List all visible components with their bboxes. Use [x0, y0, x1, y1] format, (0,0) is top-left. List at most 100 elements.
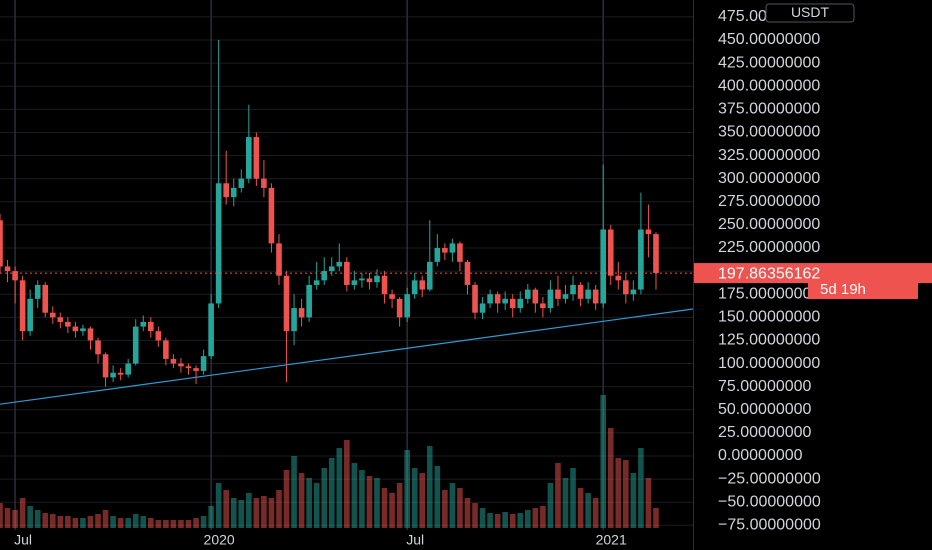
candle-body	[215, 183, 222, 304]
candle-body	[600, 229, 606, 304]
candle-body	[223, 183, 229, 198]
volume-bar	[525, 510, 531, 528]
volume-bar	[577, 488, 584, 528]
volume-bar	[547, 483, 554, 528]
candle-body	[291, 308, 297, 332]
volume-bar	[65, 516, 71, 528]
candle-body	[27, 298, 33, 332]
volume-bar	[223, 490, 229, 528]
volume-bar	[479, 508, 486, 528]
volume-bar	[502, 512, 508, 528]
volume-bar	[374, 478, 380, 528]
volume-bar	[607, 428, 614, 528]
candle-body	[351, 280, 358, 285]
y-tick-label: 350.00000000	[718, 124, 820, 141]
candle-body	[34, 284, 41, 299]
volume-bar	[638, 448, 644, 528]
volume-bar	[359, 470, 365, 528]
volume-bar	[246, 493, 252, 528]
volume-bar	[291, 456, 297, 528]
candle-body	[525, 289, 531, 299]
volume-layer	[0, 395, 659, 528]
volume-bar	[0, 503, 3, 528]
candle-body	[623, 280, 629, 295]
candle-body	[638, 229, 644, 290]
volume-bar	[87, 516, 94, 528]
volume-bar	[72, 518, 79, 528]
volume-bar	[268, 498, 275, 528]
volume-bar	[487, 513, 493, 528]
candle-body	[449, 243, 456, 253]
candle-body	[12, 271, 18, 281]
volume-bar	[404, 450, 410, 528]
candle-body	[509, 298, 516, 309]
candle-body	[230, 187, 237, 198]
volume-bar	[185, 520, 192, 528]
countdown-label: 5d 19h	[820, 281, 866, 298]
candle-body	[246, 137, 252, 179]
candle-body	[457, 243, 463, 262]
candle-body	[238, 178, 245, 188]
volume-bar	[570, 468, 576, 528]
candle-body	[592, 289, 599, 304]
volume-bar	[132, 514, 139, 528]
volume-bar	[163, 520, 169, 528]
candle-body	[645, 229, 652, 235]
candle-body	[65, 321, 71, 327]
candle-body	[170, 358, 177, 364]
volume-bar	[125, 518, 131, 528]
volume-bar	[230, 498, 237, 528]
volume-bar	[306, 478, 312, 528]
candle-body	[359, 278, 365, 281]
candle-body	[261, 178, 267, 188]
candle-body	[540, 303, 546, 309]
volume-bar	[27, 506, 33, 528]
volume-bar	[396, 483, 403, 528]
candle-body	[125, 363, 131, 375]
candle-body	[374, 275, 380, 283]
volume-bar	[389, 493, 395, 528]
y-tick-label: 50.00000000	[718, 401, 812, 418]
candle-body	[411, 280, 418, 295]
volume-bar	[276, 490, 282, 528]
volume-bar	[321, 468, 328, 528]
candle-body	[80, 328, 86, 332]
volume-bar	[80, 518, 86, 528]
y-tick-label: 225.00000000	[718, 239, 820, 256]
y-tick-label: 25.00000000	[718, 424, 812, 441]
candle-body	[615, 275, 622, 281]
volume-bar	[208, 506, 214, 528]
candle-body	[208, 303, 214, 357]
volume-bar	[381, 488, 388, 528]
x-tick-label: Jul	[406, 532, 424, 548]
candle-body	[19, 280, 26, 332]
volume-bar	[328, 458, 335, 528]
candle-body	[487, 294, 493, 304]
volume-bar	[472, 503, 478, 528]
candle-body	[630, 289, 637, 295]
candle-body	[547, 289, 554, 309]
candle-body	[253, 137, 260, 179]
volume-bar	[102, 510, 109, 528]
candle-body	[404, 294, 410, 318]
candle-layer	[0, 40, 694, 405]
y-tick-label: −50.00000000	[718, 493, 821, 510]
candle-body	[426, 261, 433, 290]
candle-body	[200, 356, 207, 371]
last-price-box	[694, 263, 932, 284]
volume-bar	[630, 473, 637, 528]
y-tick-label: 175.00000000	[718, 285, 820, 302]
candle-body	[163, 340, 169, 359]
candle-body	[193, 368, 199, 371]
candle-body	[585, 289, 591, 299]
volume-bar	[623, 460, 629, 528]
candle-body	[442, 247, 448, 253]
last-price-label: 197.86356162	[718, 265, 820, 282]
quote-label: USDT	[791, 4, 830, 20]
candle-body	[178, 363, 184, 367]
volume-bar	[344, 440, 350, 528]
candle-body	[479, 303, 486, 313]
candle-body	[472, 284, 478, 313]
candle-body	[502, 298, 508, 304]
volume-bar	[653, 508, 659, 528]
